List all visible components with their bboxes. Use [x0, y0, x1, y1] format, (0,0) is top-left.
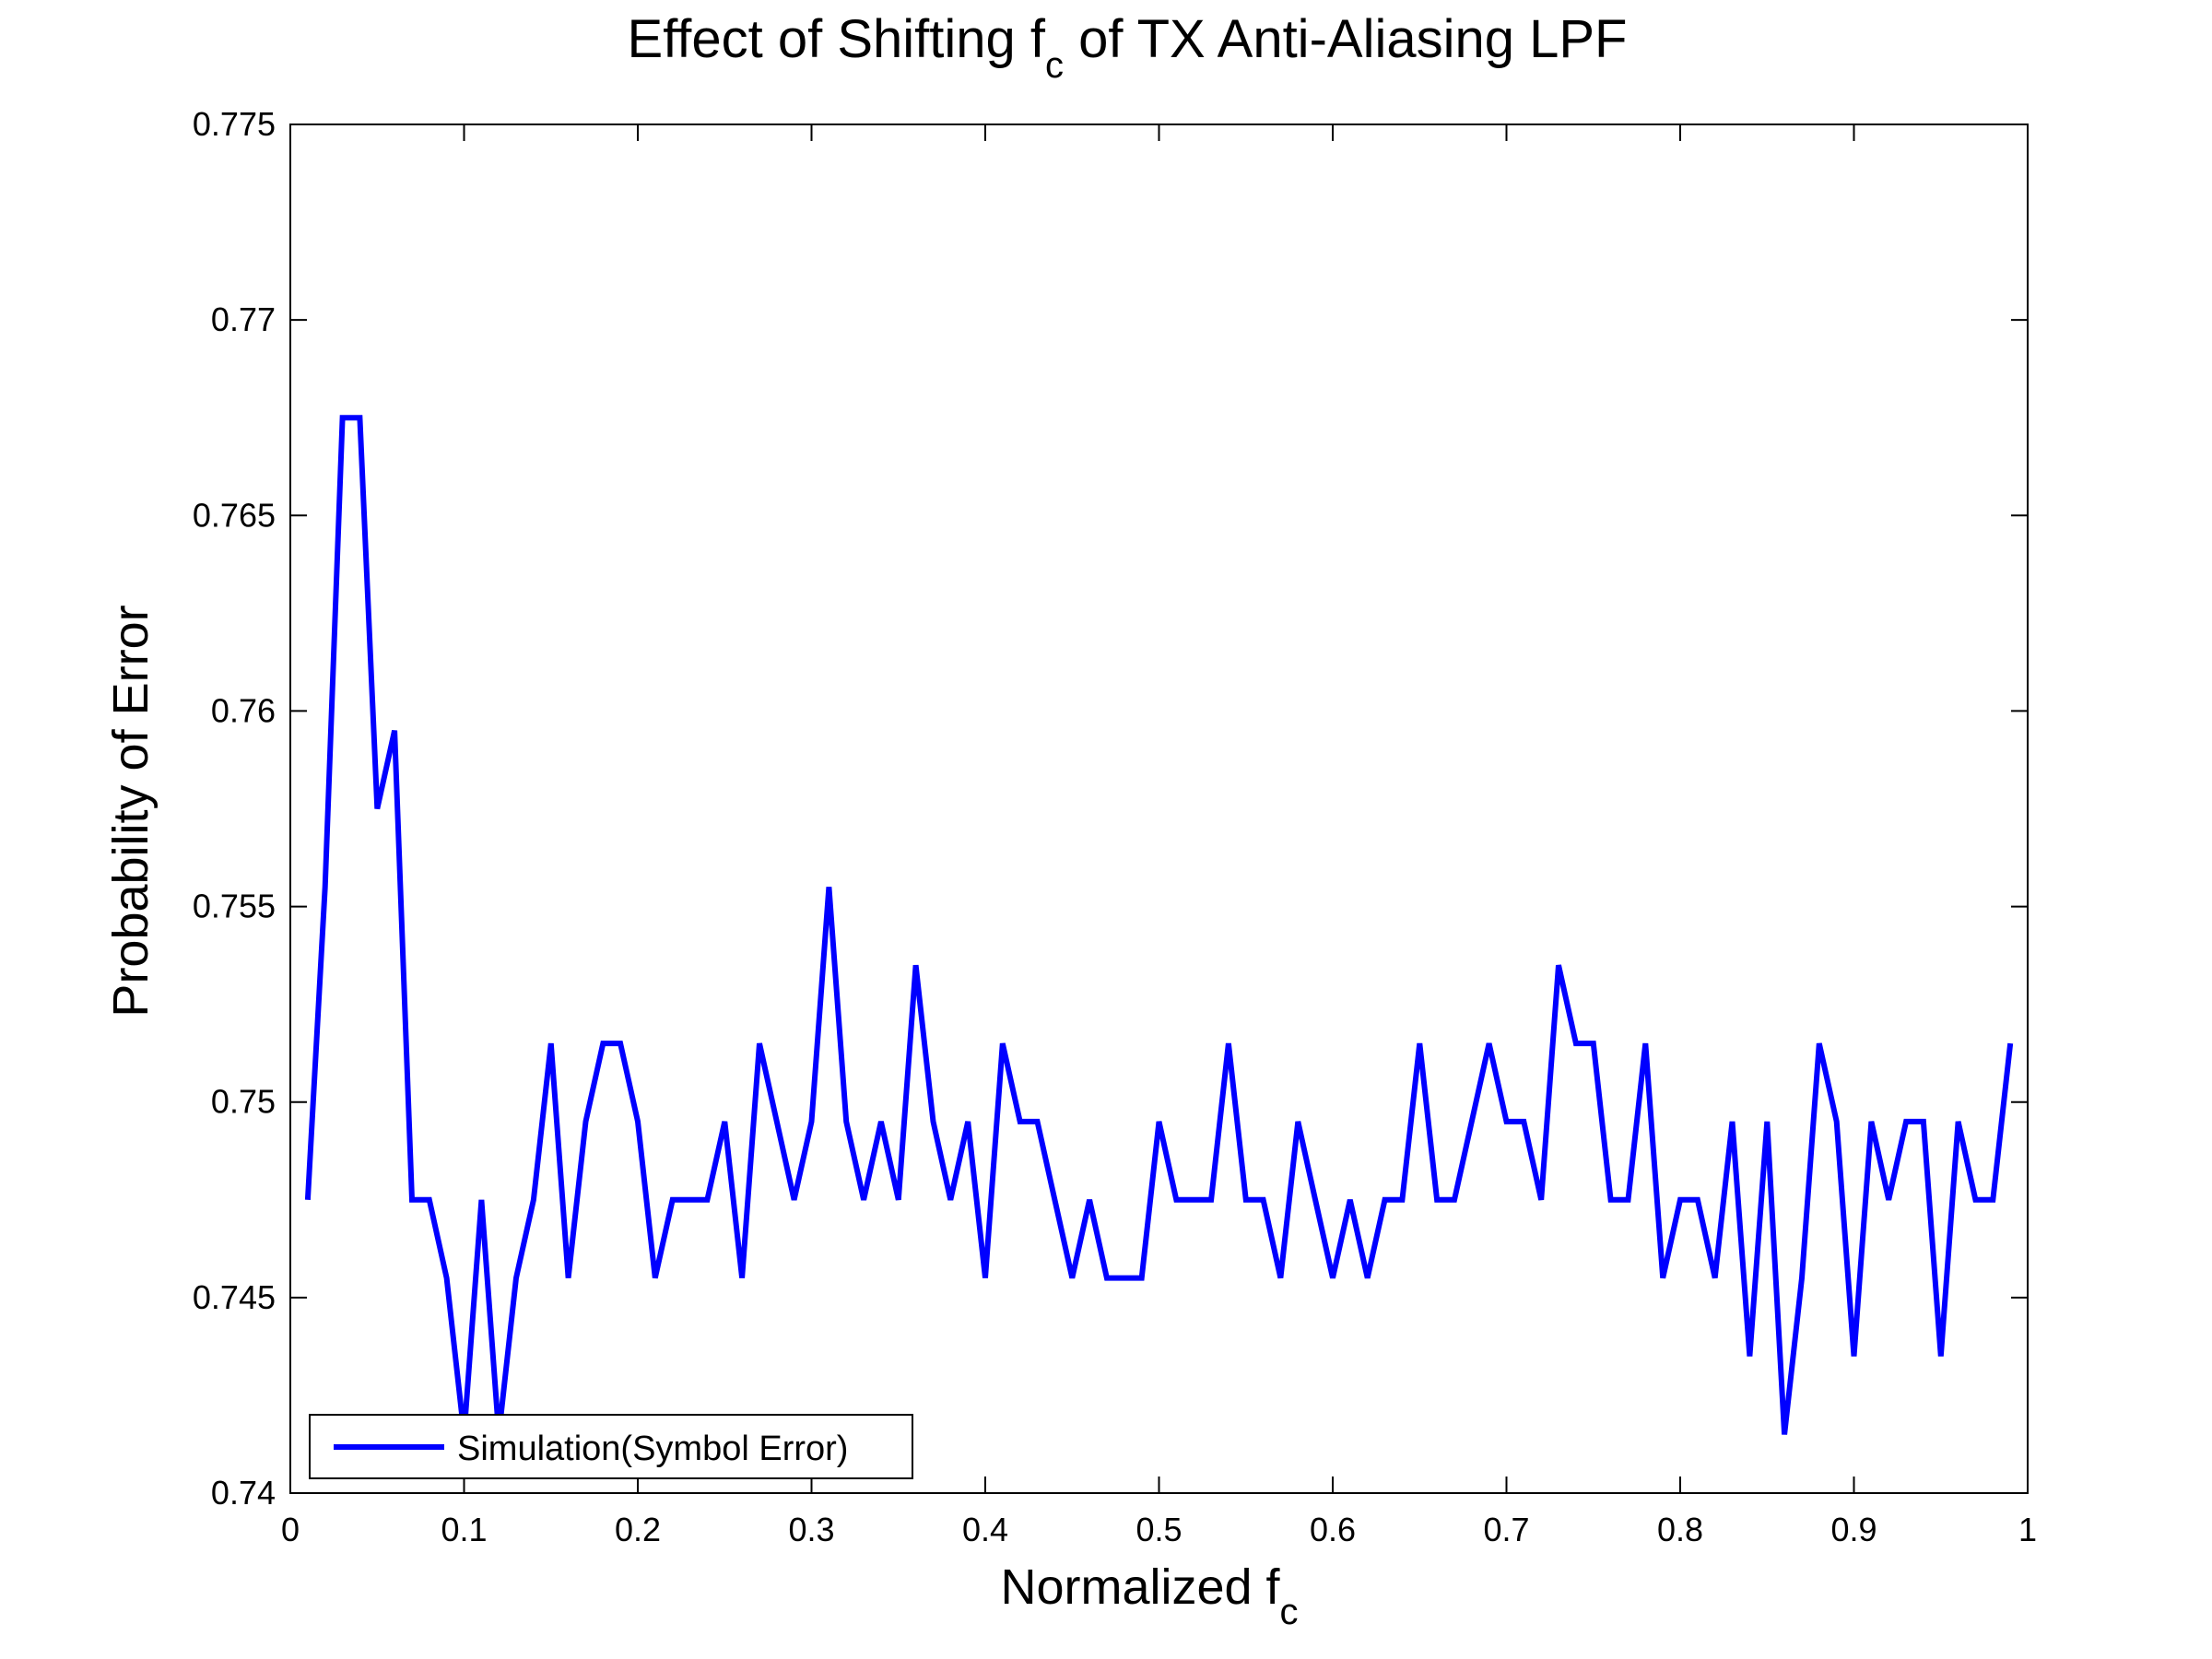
y-tick-label: 0.755	[193, 888, 276, 925]
x-tick-label: 0.1	[441, 1511, 487, 1548]
x-tick-label: 0.5	[1135, 1511, 1182, 1548]
x-axis-title-subscript: c	[1280, 1592, 1299, 1632]
x-tick-label: 0.7	[1483, 1511, 1529, 1548]
x-axis-title-main: Normalized f	[1000, 1559, 1280, 1615]
x-axis: 0 0.1 0.2 0.3 0.4 0.5 0.6 0.7 0.8 0.9 1	[281, 124, 2037, 1548]
y-tick-label: 0.74	[211, 1474, 276, 1512]
chart-title: Effect of Shifting fc of TX Anti-Aliasin…	[628, 9, 1628, 86]
x-tick-label: 0	[281, 1511, 300, 1548]
y-tick-label: 0.75	[211, 1083, 276, 1121]
chart-title-rest: of TX Anti-Aliasing LPF	[1064, 9, 1627, 69]
x-tick-label: 0.4	[962, 1511, 1008, 1548]
legend: Simulation(Symbol Error)	[309, 1414, 913, 1479]
y-tick-label: 0.775	[193, 105, 276, 143]
y-tick-label: 0.745	[193, 1278, 276, 1316]
series-layer	[304, 415, 2014, 1435]
y-tick-label: 0.77	[211, 300, 276, 338]
x-tick-label: 1	[2018, 1511, 2037, 1548]
x-tick-label: 0.3	[788, 1511, 834, 1548]
x-tick-label: 0.2	[615, 1511, 661, 1548]
y-axis-title: Probability of Error	[103, 605, 159, 1017]
x-axis-title: Normalized fc	[1000, 1559, 1298, 1632]
chart-title-main: Effect of Shifting f	[628, 9, 1046, 69]
y-tick-label: 0.765	[193, 496, 276, 534]
x-tick-label: 0.9	[1830, 1511, 1877, 1548]
y-axis: 0.74 0.745 0.75 0.755 0.76 0.765 0.77 0.775	[193, 105, 2028, 1512]
chart-title-subscript: c	[1045, 45, 1064, 86]
legend-label: Simulation(Symbol Error)	[457, 1430, 848, 1468]
x-tick-label: 0.6	[1310, 1511, 1356, 1548]
y-tick-label: 0.76	[211, 691, 276, 729]
series-line	[304, 415, 2014, 1435]
x-tick-label: 0.8	[1657, 1511, 1703, 1548]
